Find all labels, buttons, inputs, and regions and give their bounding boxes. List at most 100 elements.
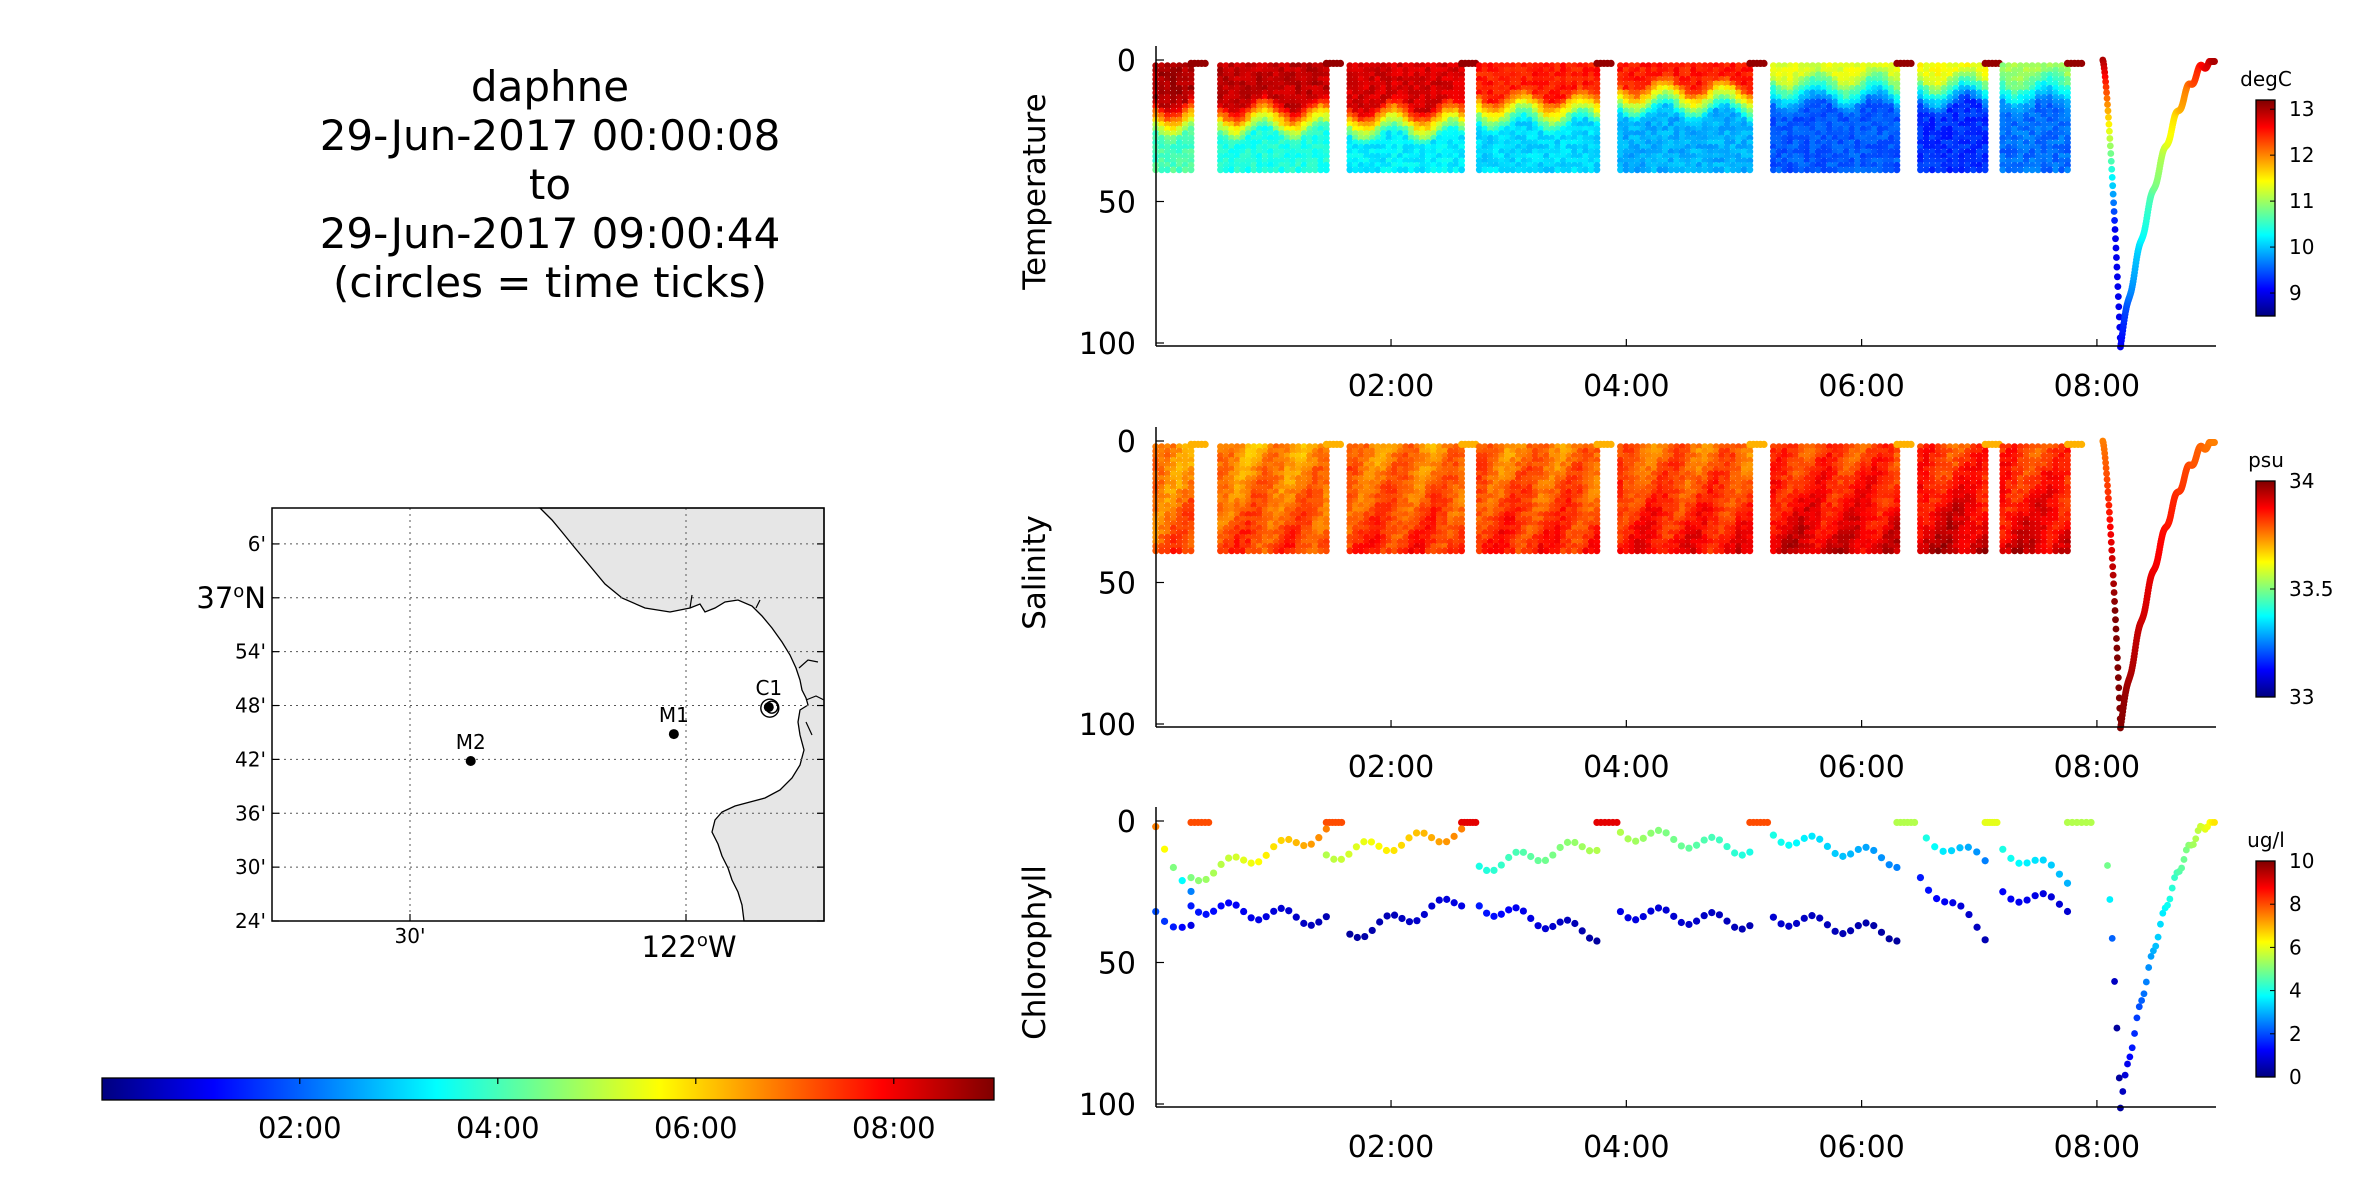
- data-point: [1244, 166, 1252, 174]
- data-point: [1181, 547, 1189, 555]
- data-point: [1158, 547, 1166, 555]
- data-point: [1164, 547, 1171, 555]
- data-point: [1419, 166, 1426, 174]
- data-point: [2105, 114, 2112, 121]
- data-point: [2211, 58, 2218, 65]
- data-point: [1217, 166, 1224, 174]
- data-point: [2106, 135, 2114, 142]
- data-point: [2040, 166, 2048, 174]
- x-tick-label: 06:00: [1818, 369, 1904, 404]
- data-point: [2064, 166, 2071, 174]
- station-label-m2: M2: [456, 730, 486, 754]
- title-end: 29-Jun-2017 09:00:44: [319, 209, 781, 258]
- title-start: 29-Jun-2017 00:00:08: [319, 111, 781, 160]
- data-point: [1250, 166, 1258, 174]
- data-point: [1907, 59, 1915, 67]
- data-point: [2105, 127, 2113, 135]
- data-point: [1187, 547, 1195, 555]
- data-point: [2113, 254, 2120, 261]
- data-point: [2011, 166, 2018, 174]
- data-point: [1201, 59, 1209, 67]
- colorbar-tick-label: 13: [2289, 97, 2314, 121]
- data-point: [2078, 59, 2086, 67]
- data-point: [1158, 166, 1166, 174]
- data-point: [1407, 166, 1415, 174]
- map-lat-label: 36': [235, 801, 266, 825]
- colorbar-tick-label: 11: [2289, 189, 2314, 213]
- station-label-m1: M1: [659, 703, 689, 727]
- vehicle-track-tick: [765, 700, 779, 714]
- data-point: [1893, 166, 1901, 174]
- data-point: [2112, 244, 2120, 252]
- salinity-points: [1152, 437, 2218, 732]
- data-point: [1169, 166, 1177, 174]
- data-point: [1317, 166, 1325, 174]
- data-point: [1760, 59, 1768, 67]
- data-point: [2017, 166, 2024, 174]
- data-point: [1336, 59, 1345, 67]
- data-point: [1352, 166, 1359, 174]
- data-point: [1391, 166, 1398, 174]
- time-colorbar-label: 04:00: [456, 1111, 540, 1145]
- data-point: [2115, 303, 2123, 311]
- data-point: [1964, 166, 1971, 174]
- data-point: [1306, 166, 1314, 174]
- station-marker-m1: [668, 729, 679, 740]
- data-point: [1169, 547, 1177, 555]
- data-point: [1289, 166, 1297, 174]
- data-point: [1934, 166, 1942, 174]
- station-label-c1: C1: [755, 676, 782, 700]
- data-point: [1917, 166, 1924, 174]
- x-tick-label: 08:00: [2054, 369, 2140, 404]
- map-lat-label: 37oN: [196, 581, 266, 615]
- data-point: [1233, 166, 1241, 174]
- data-point: [1311, 166, 1319, 174]
- x-tick-label: 04:00: [1583, 369, 1669, 404]
- data-point: [1922, 166, 1930, 174]
- title-note: (circles = time ticks): [333, 258, 767, 307]
- data-point: [1322, 166, 1330, 174]
- data-point: [1222, 166, 1230, 174]
- data-point: [2105, 120, 2113, 128]
- data-point: [1278, 166, 1286, 174]
- data-point: [2109, 190, 2117, 198]
- data-point: [2113, 273, 2121, 281]
- data-point: [1607, 59, 1615, 67]
- colorbar-tick-label: 12: [2289, 143, 2314, 167]
- data-point: [2110, 199, 2118, 207]
- data-point: [2104, 101, 2111, 108]
- colorbar-unit-label: degC: [2240, 67, 2292, 91]
- title-vehicle: daphne: [470, 62, 630, 111]
- data-point: [1164, 166, 1171, 174]
- data-point: [1396, 166, 1404, 174]
- map-lat-label: 48': [235, 694, 266, 718]
- data-point: [1374, 166, 1382, 174]
- data-point: [1413, 166, 1421, 174]
- data-point: [2022, 166, 2030, 174]
- data-point: [1958, 166, 1966, 174]
- data-point: [1295, 166, 1302, 174]
- data-point: [2108, 173, 2116, 181]
- data-point: [2046, 166, 2054, 174]
- data-point: [1368, 166, 1376, 174]
- map-lon-label: 30': [395, 924, 426, 948]
- data-point: [2110, 208, 2118, 215]
- time-colorbar-label: 06:00: [654, 1111, 738, 1145]
- title-to: to: [528, 160, 572, 209]
- data-point: [1261, 166, 1269, 174]
- data-point: [1300, 166, 1308, 174]
- data-point: [1402, 166, 1410, 174]
- data-point: [1940, 166, 1948, 174]
- data-point: [1746, 166, 1754, 174]
- figure-title: daphne 29-Jun-2017 00:00:08 to 29-Jun-20…: [250, 62, 850, 307]
- data-point: [2005, 166, 2013, 174]
- data-point: [1283, 166, 1291, 174]
- data-point: [2114, 293, 2122, 301]
- y-tick-label: 100: [1079, 327, 1136, 362]
- data-point: [2112, 235, 2119, 243]
- time-colorbar-label: 08:00: [852, 1111, 936, 1145]
- y-tick-label: 0: [1117, 44, 1136, 79]
